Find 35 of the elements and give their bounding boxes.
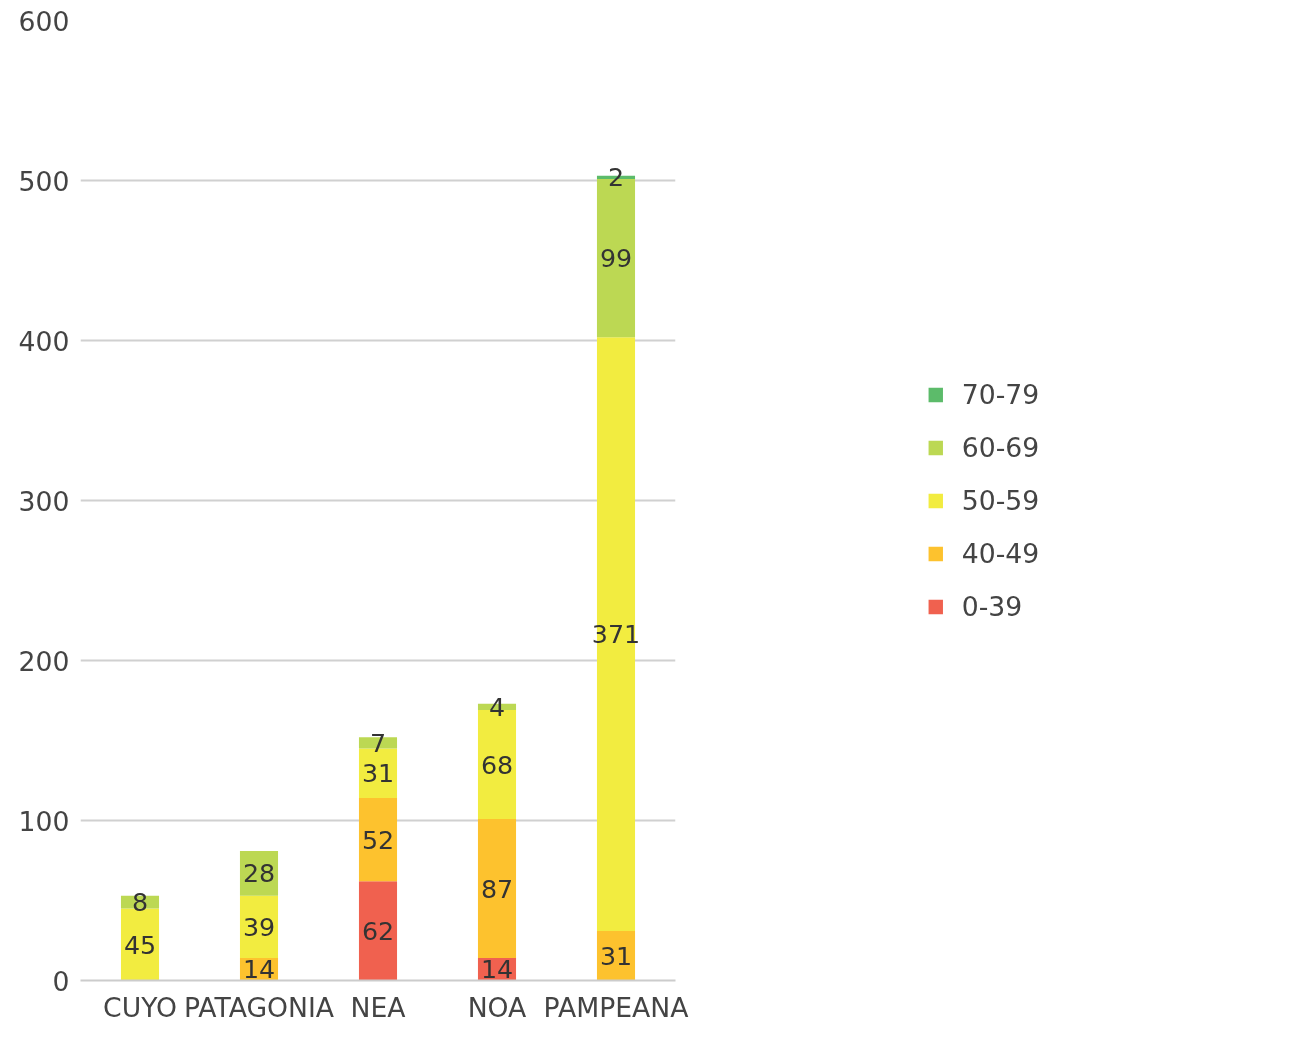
y-tick-label: 400 [18,325,70,357]
y-tick-label: 100 [18,805,70,837]
bar [358,798,398,882]
bar [358,881,398,981]
data-label: 62 [361,915,395,946]
x-tick-label: CUYO [103,991,177,1023]
y-tick-label: 200 [18,645,70,677]
data-label: 28 [242,858,276,889]
data-label: 68 [480,749,514,780]
x-tick-label: NEA [350,991,407,1023]
data-label: 31 [599,940,633,971]
y-tick-label: 300 [18,485,70,517]
data-label: 14 [242,954,276,985]
data-label: 87 [480,873,514,904]
legend-label: 60-69 [961,431,1040,463]
data-label: 14 [480,954,514,985]
data-label: 99 [599,243,633,274]
data-label: 39 [242,911,276,942]
legend-label: 40-49 [961,537,1040,569]
x-tick-label: PAMPEANA [543,991,690,1023]
bar [477,818,517,959]
legend-label: 50-59 [961,484,1040,516]
y-tick-label: 600 [18,5,70,37]
data-label: 52 [361,824,395,855]
x-tick-label: NOA [467,991,528,1023]
data-label: 45 [123,929,157,960]
data-label: 8 [131,887,149,918]
y-tick-label: 500 [18,165,70,197]
data-label: 31 [361,758,395,789]
data-label: 7 [369,727,387,758]
x-tick-label: PATAGONIA [183,991,335,1023]
legend-label: 70-79 [961,378,1040,410]
legend-label: 0-39 [961,590,1023,622]
data-label: 2 [607,162,625,193]
y-tick-label: 0 [52,965,70,997]
